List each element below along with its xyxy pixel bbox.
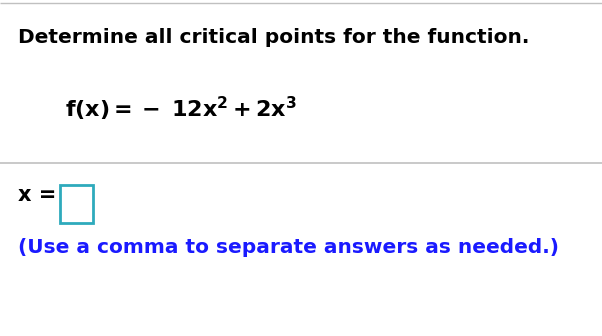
Text: $\mathbf{f(x) = -\ 12x^2 + 2x^3}$: $\mathbf{f(x) = -\ 12x^2 + 2x^3}$ <box>65 95 297 123</box>
FancyBboxPatch shape <box>60 185 93 223</box>
Text: Determine all critical points for the function.: Determine all critical points for the fu… <box>18 28 529 47</box>
Text: (Use a comma to separate answers as needed.): (Use a comma to separate answers as need… <box>18 238 559 257</box>
Text: x =: x = <box>18 185 64 205</box>
